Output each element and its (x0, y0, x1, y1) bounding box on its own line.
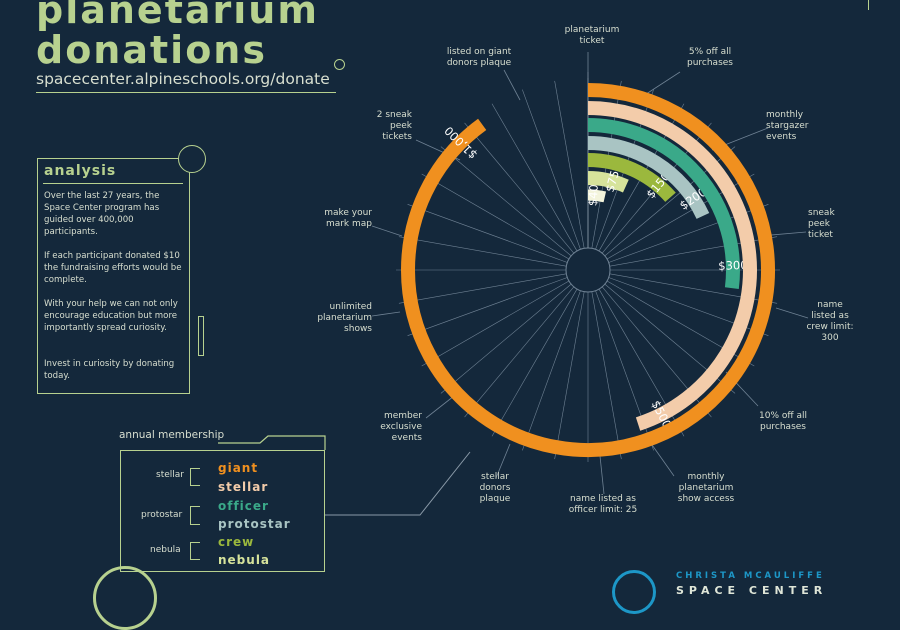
analysis-title-rule (43, 183, 183, 184)
guide-line (421, 280, 570, 367)
reward-leader-line (425, 395, 455, 419)
tier-bracket (190, 542, 200, 560)
analysis-paragraph: Invest in curiosity by donating today. (44, 359, 175, 381)
brand-line-2: SPACE CENTER (676, 584, 828, 597)
guide-line (407, 204, 568, 263)
bar-$1,000 (401, 83, 775, 457)
reward-leader-line (599, 455, 605, 495)
reward-label: unlimited planetarium shows (317, 302, 372, 334)
value-label: $40 (585, 184, 600, 207)
tier-protostar: protostar (141, 510, 183, 520)
center-circle (565, 247, 611, 293)
donate-url[interactable]: spacecenter.alpineschools.org/donate (36, 70, 330, 88)
guide-line (398, 236, 567, 267)
guide-line (491, 103, 578, 252)
reward-label: name listed as officer limit: 25 (568, 494, 638, 515)
bar-$200 (587, 136, 710, 220)
guide-line (440, 146, 572, 257)
tier-nebula: nebula (150, 545, 181, 555)
page-title-line-2: donations (36, 28, 267, 72)
page-title-line-1: planetarium (36, 0, 319, 32)
bar-$75 (587, 171, 629, 193)
reward-leader-line (649, 441, 675, 477)
brand-line-1: CHRISTA MCAULIFFE (676, 571, 825, 581)
guide-line (554, 291, 585, 460)
tier-bracket (190, 468, 200, 486)
bar-$40 (587, 189, 607, 203)
level-giant: giant (218, 461, 259, 475)
reward-label: listed on giant donors plaque (446, 47, 512, 68)
guide-line (522, 290, 581, 451)
analysis-side-tab (198, 316, 204, 356)
tier-stellar: stellar (156, 470, 184, 480)
analysis-corner-ring (178, 145, 206, 173)
level-nebula: nebula (218, 553, 271, 567)
guide-line (522, 89, 581, 250)
reward-leader-line (503, 69, 521, 101)
reward-label: stellar donors plaque (479, 472, 511, 504)
value-label: $75 (603, 169, 622, 194)
reward-label: planetarium ticket (564, 25, 620, 46)
reward-label: monthly stargazer events (766, 110, 809, 142)
reward-label: 10% off all purchases (759, 411, 807, 432)
level-officer: officer (218, 499, 269, 513)
guide-line (591, 291, 622, 460)
reward-label: member exclusive events (380, 411, 422, 443)
bar-$500 (587, 101, 757, 431)
reward-label: sneak peek ticket (808, 208, 835, 240)
analysis-paragraph: With your help we can not only encourage… (44, 299, 178, 333)
analysis-paragraph: Over the last 27 years, the Space Center… (44, 191, 160, 237)
bar-$300 (587, 118, 740, 290)
guide-line (554, 80, 585, 249)
membership-label: annual membership (119, 429, 225, 441)
membership-connector (325, 451, 471, 516)
reward-leader-line (495, 443, 511, 479)
reward-label: 2 sneak peek tickets (376, 110, 412, 142)
value-label: $300 (718, 258, 748, 273)
radial-donation-chart: $40$75 $150 $200$300$500$1,000 (218, 52, 809, 516)
url-end-dot (334, 59, 345, 70)
reward-label: make your mark map (324, 208, 372, 229)
reward-leader-line (775, 307, 809, 319)
reward-label: 5% off all purchases (686, 47, 733, 68)
guide-line (464, 286, 575, 418)
guide-line (398, 273, 567, 304)
reward-label: name listed as crew limit: 300 (806, 300, 854, 343)
analysis-paragraph: If each participant donated $10 the fund… (44, 251, 182, 285)
analysis-title: analysis (44, 163, 117, 179)
membership-panel (120, 450, 325, 572)
bar-$150 (587, 153, 676, 203)
url-underline (36, 92, 336, 93)
reward-label: monthly planetarium show access (677, 472, 735, 504)
corner-rule (868, 0, 869, 10)
level-stellar: stellar (218, 480, 269, 494)
membership-tab (218, 435, 326, 450)
reward-leader-line (371, 311, 401, 317)
guide-line (407, 277, 568, 336)
tier-bracket (190, 506, 200, 525)
analysis-panel: analysis Over the last 27 years, the Spa… (37, 158, 190, 394)
level-protostar: protostar (218, 517, 291, 531)
level-crew: crew (218, 535, 255, 549)
guide-line (491, 288, 578, 437)
reward-leader-line (371, 225, 403, 237)
guide-line (421, 173, 570, 260)
guide-line (464, 122, 575, 254)
guide-line (440, 283, 572, 394)
